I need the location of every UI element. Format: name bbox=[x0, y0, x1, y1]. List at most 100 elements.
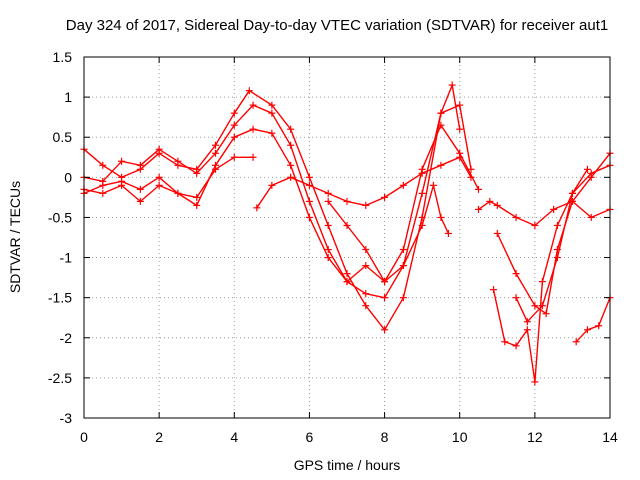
data-point bbox=[512, 213, 520, 221]
data-point bbox=[193, 201, 201, 209]
data-point bbox=[245, 87, 253, 95]
x-axis-label: GPS time / hours bbox=[294, 457, 401, 473]
data-point bbox=[467, 173, 475, 181]
series-trace bbox=[83, 104, 472, 299]
data-point bbox=[249, 125, 257, 133]
data-point bbox=[253, 204, 261, 212]
data-point bbox=[381, 294, 389, 302]
series-sat-d bbox=[80, 153, 257, 205]
data-point bbox=[343, 278, 351, 286]
data-point bbox=[587, 213, 595, 221]
data-point bbox=[230, 121, 238, 129]
x-tick-label: 2 bbox=[155, 429, 163, 445]
data-point bbox=[583, 165, 591, 173]
plot-area bbox=[80, 81, 614, 386]
data-point bbox=[268, 101, 276, 109]
data-point bbox=[490, 286, 498, 294]
data-point bbox=[418, 169, 426, 177]
data-point bbox=[595, 322, 603, 330]
data-point bbox=[193, 193, 201, 201]
data-point bbox=[456, 153, 464, 161]
plot-frame bbox=[83, 56, 611, 419]
data-point bbox=[324, 246, 332, 254]
data-point bbox=[493, 201, 501, 209]
data-point bbox=[212, 149, 219, 157]
data-point bbox=[287, 141, 295, 149]
series-trace bbox=[83, 156, 254, 203]
series-trace bbox=[515, 168, 589, 323]
data-point bbox=[99, 161, 107, 169]
y-tick-label: 1.5 bbox=[53, 49, 73, 65]
data-point bbox=[343, 221, 351, 229]
data-point bbox=[444, 229, 452, 237]
data-point bbox=[287, 173, 295, 181]
data-point bbox=[538, 278, 546, 286]
data-point bbox=[437, 121, 445, 129]
data-point bbox=[512, 342, 520, 350]
data-point bbox=[475, 185, 482, 193]
data-point bbox=[305, 197, 313, 205]
x-tick-label: 12 bbox=[527, 429, 543, 445]
data-point bbox=[343, 197, 351, 205]
data-point bbox=[212, 165, 219, 173]
data-point bbox=[418, 221, 426, 229]
data-point bbox=[523, 326, 531, 334]
data-point bbox=[287, 125, 295, 133]
y-tick-labels: -3 -2.5 -2 -1.5 -1 -0.5 0 0.5 1 1.5 bbox=[48, 49, 72, 426]
data-point bbox=[362, 262, 370, 270]
data-point bbox=[174, 189, 182, 197]
data-point bbox=[531, 302, 539, 310]
data-point bbox=[212, 141, 219, 149]
x-tick-label: 8 bbox=[381, 429, 389, 445]
data-point bbox=[437, 109, 445, 117]
y-tick-label: -3 bbox=[60, 410, 73, 426]
data-point bbox=[399, 181, 407, 189]
data-point bbox=[193, 169, 201, 177]
data-point bbox=[268, 109, 276, 117]
data-point bbox=[448, 81, 456, 89]
data-point bbox=[305, 213, 313, 221]
data-point bbox=[538, 302, 546, 310]
y-tick-label: 0 bbox=[64, 169, 72, 185]
x-tick-labels: 0 2 4 6 8 10 12 14 bbox=[80, 429, 618, 445]
data-point bbox=[512, 270, 520, 278]
data-point bbox=[136, 197, 144, 205]
y-tick-label: -0.5 bbox=[48, 209, 72, 225]
y-tick-label: 1 bbox=[64, 89, 72, 105]
data-point bbox=[343, 270, 351, 278]
y-tick-label: 0.5 bbox=[53, 129, 73, 145]
axis-ticks bbox=[83, 56, 611, 419]
data-point bbox=[587, 169, 595, 177]
data-point bbox=[324, 254, 332, 262]
data-point bbox=[268, 129, 276, 137]
data-point bbox=[399, 262, 407, 270]
data-point bbox=[493, 229, 501, 237]
data-point bbox=[268, 181, 276, 189]
data-point bbox=[230, 109, 238, 117]
data-point bbox=[155, 145, 163, 153]
data-point bbox=[399, 246, 407, 254]
data-point bbox=[531, 221, 539, 229]
data-point bbox=[324, 221, 332, 229]
data-point bbox=[118, 181, 126, 189]
y-tick-label: -1.5 bbox=[48, 290, 72, 306]
data-point bbox=[399, 294, 407, 302]
data-point bbox=[99, 189, 107, 197]
data-point bbox=[456, 125, 464, 133]
x-tick-label: 4 bbox=[230, 429, 238, 445]
data-point bbox=[437, 213, 445, 221]
data-point bbox=[418, 189, 426, 197]
data-point bbox=[429, 181, 437, 189]
data-point bbox=[512, 294, 520, 302]
chart-title: Day 324 of 2017, Sidereal Day-to-day VTE… bbox=[66, 17, 608, 34]
series-trace bbox=[83, 84, 461, 331]
data-point bbox=[324, 189, 332, 197]
data-point bbox=[553, 221, 561, 229]
series-trace bbox=[575, 297, 611, 343]
data-point bbox=[542, 310, 550, 318]
data-point bbox=[118, 157, 126, 165]
data-point bbox=[437, 161, 445, 169]
x-tick-label: 6 bbox=[306, 429, 314, 445]
data-point bbox=[249, 101, 257, 109]
